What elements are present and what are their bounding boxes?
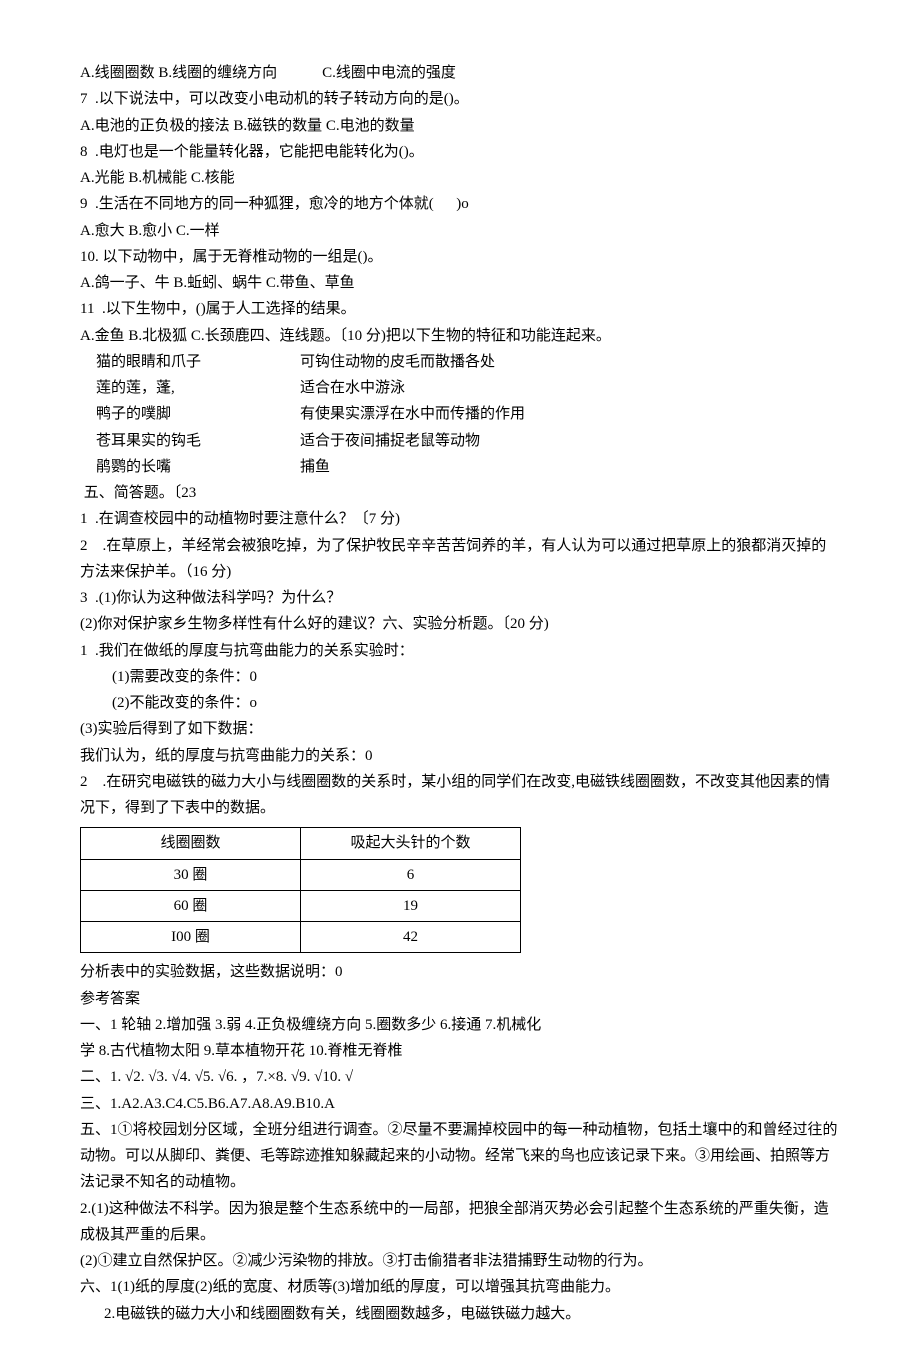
match-left-4: 鹃鹦的长嘴 [80,454,300,480]
match-left-1: 莲的莲，蓬, [80,375,300,401]
match-row-1: 莲的莲，蓬, 适合在水中游泳 [80,375,840,401]
ans6-2: 2.电磁铁的磁力大小和线圈圈数有关，线圈圈数越多，电磁铁磁力越大。 [80,1301,840,1327]
analysis-line: 分析表中的实验数据，这些数据说明：0 [80,959,840,985]
answers-title: 参考答案 [80,986,840,1012]
match-left-0: 猫的眼睛和爪子 [80,349,300,375]
sec5-q2: 2 .在草原上，羊经常会被狼吃掉，为了保护牧民辛辛苦苦饲养的羊，有人认为可以通过… [80,533,840,586]
match-right-0: 可钩住动物的皮毛而散播各处 [300,349,840,375]
sec6-q1d: 我们认为，纸的厚度与抗弯曲能力的关系：0 [80,743,840,769]
table-header-1: 吸起大头针的个数 [301,828,521,859]
table-row: I00 圈 42 [81,922,521,953]
ans1b: 学 8.古代植物太阳 9.草本植物开花 10.脊椎无脊椎 [80,1038,840,1064]
match-right-4: 捕鱼 [300,454,840,480]
table-cell: 6 [301,859,521,890]
ans5-2: 2.(1)这种做法不科学。因为狼是整个生态系统中的一局部，把狼全部消灭势必会引起… [80,1196,840,1249]
table-row: 60 圈 19 [81,890,521,921]
table-cell: 30 圈 [81,859,301,890]
table-cell: I00 圈 [81,922,301,953]
q6-options: A.线圈圈数 B.线圈的缠绕方向 C.线圈中电流的强度 [80,60,840,86]
ans2: 二、1. √2. √3. √4. √5. √6. ，7.×8. √9. √10.… [80,1064,840,1090]
match-left-2: 鸭子的噗脚 [80,401,300,427]
table-header-0: 线圈圈数 [81,828,301,859]
match-row-3: 苍耳果实的钩毛 适合于夜间捕捉老鼠等动物 [80,428,840,454]
q10: 10. 以下动物中，属于无脊椎动物的一组是()。 [80,244,840,270]
table-cell: 19 [301,890,521,921]
sec5-q3b: (2)你对保护家乡生物多样性有什么好的建议？六、实验分析题。〔20 分) [80,611,840,637]
ans5: 五、1①将校园划分区域，全班分组进行调查。②尽量不要漏掉校园中的每一种动植物，包… [80,1117,840,1196]
q7: 7 .以下说法中，可以改变小电动机的转子转动方向的是()。 [80,86,840,112]
sec6-q1a: (1)需要改变的条件：0 [80,664,840,690]
ans5-2b: (2)①建立自然保护区。②减少污染物的排放。③打击偷猎者非法猎捕野生动物的行为。 [80,1248,840,1274]
data-table: 线圈圈数 吸起大头针的个数 30 圈 6 60 圈 19 I00 圈 42 [80,827,521,953]
q8: 8 .电灯也是一个能量转化器，它能把电能转化为()。 [80,139,840,165]
table-row: 30 圈 6 [81,859,521,890]
match-row-0: 猫的眼睛和爪子 可钩住动物的皮毛而散播各处 [80,349,840,375]
ans6: 六、1(1)纸的厚度(2)纸的宽度、材质等(3)增加纸的厚度，可以增强其抗弯曲能… [80,1274,840,1300]
ans1: 一、1 轮轴 2.增加强 3.弱 4.正负极缠绕方向 5.圈数多少 6.接通 7… [80,1012,840,1038]
q11: 11 .以下生物中，()属于人工选择的结果。 [80,296,840,322]
match-right-3: 适合于夜间捕捉老鼠等动物 [300,428,840,454]
q10-options: A.鸽一子、牛 B.蚯蚓、蜗牛 C.带鱼、草鱼 [80,270,840,296]
ans3: 三、1.A2.A3.C4.C5.B6.A7.A8.A9.B10.A [80,1091,840,1117]
q8-options: A.光能 B.机械能 C.核能 [80,165,840,191]
table-cell: 60 圈 [81,890,301,921]
sec5-q1: 1 .在调查校园中的动植物时要注意什么？〔7 分) [80,506,840,532]
q7-options: A.电池的正负极的接法 B.磁铁的数量 C.电池的数量 [80,113,840,139]
sec5-q3: 3 .(1)你认为这种做法科学吗？为什么？ [80,585,840,611]
sec6-q1: 1 .我们在做纸的厚度与抗弯曲能力的关系实验时： [80,638,840,664]
sec5-title: 五、简答题。〔23 [80,480,840,506]
table-cell: 42 [301,922,521,953]
match-right-2: 有使果实漂浮在水中而传播的作用 [300,401,840,427]
match-row-2: 鸭子的噗脚 有使果实漂浮在水中而传播的作用 [80,401,840,427]
table-header-row: 线圈圈数 吸起大头针的个数 [81,828,521,859]
q9-options: A.愈大 B.愈小 C.一样 [80,218,840,244]
match-right-1: 适合在水中游泳 [300,375,840,401]
q9: 9 .生活在不同地方的同一种狐狸，愈冷的地方个体就( )o [80,191,840,217]
sec6-q1b: (2)不能改变的条件：o [80,690,840,716]
match-row-4: 鹃鹦的长嘴 捕鱼 [80,454,840,480]
match-left-3: 苍耳果实的钩毛 [80,428,300,454]
sec6-q2: 2 .在研究电磁铁的磁力大小与线圈圈数的关系时，某小组的同学们在改变,电磁铁线圈… [80,769,840,822]
q11-options: A.金鱼 B.北极狐 C.长颈鹿四、连线题。〔10 分)把以下生物的特征和功能连… [80,323,840,349]
sec6-q1c: (3)实验后得到了如下数据： [80,716,840,742]
